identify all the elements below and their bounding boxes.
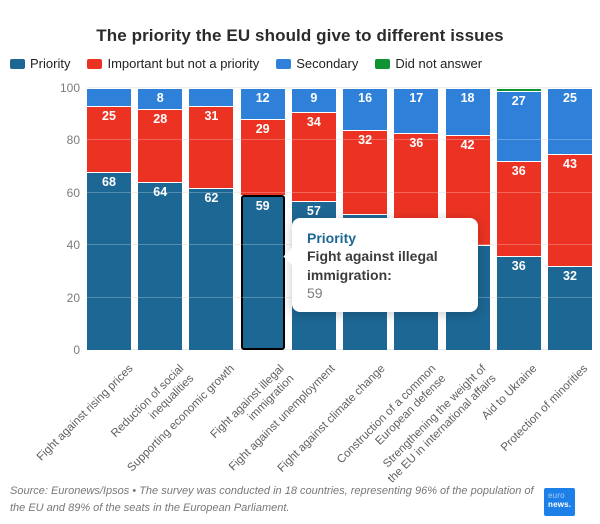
legend-swatch-icon [10, 58, 25, 69]
bar-segment[interactable]: 8 [138, 88, 183, 109]
bars-container: 6825642886231592912573495232163617421836… [87, 88, 592, 350]
bar-segment[interactable]: 43 [547, 153, 592, 267]
bar-segment[interactable]: 9 [291, 88, 336, 112]
bar-segment[interactable]: 36 [496, 255, 541, 350]
chart-title: The priority the EU should give to diffe… [96, 26, 504, 45]
y-axis-tick-label: 40 [66, 238, 80, 253]
segment-value-label: 9 [310, 91, 318, 106]
legend-item: Secondary [276, 56, 358, 71]
segment-value-label: 12 [255, 91, 270, 106]
tooltip-category: Fight against illegal immigration: [307, 248, 438, 283]
bar[interactable]: 62 31 [189, 88, 234, 350]
bar-segment[interactable]: 36 [394, 132, 439, 227]
bar-segment[interactable]: 62 [189, 187, 234, 350]
bar-segment[interactable]: 32 [343, 129, 388, 214]
y-axis: 0 20 40 60 80 100 [38, 81, 80, 357]
bar-segment[interactable]: 68 [87, 171, 131, 350]
bar[interactable]: 36 36 27 [496, 88, 541, 350]
bar-segment[interactable]: 12 [240, 88, 285, 120]
bar-segment[interactable]: 34 [291, 111, 336, 201]
bar-segment[interactable]: 16 [343, 88, 388, 130]
segment-value-label: 36 [511, 164, 526, 179]
legend-item: Did not answer [375, 56, 482, 71]
bar-segment[interactable]: 36 [496, 161, 541, 256]
bar[interactable]: 32 43 25 [547, 88, 592, 350]
gridline [87, 139, 592, 141]
legend-label: Priority [30, 56, 71, 71]
gridline [87, 191, 592, 193]
bar-segment[interactable]: 25 [87, 106, 131, 172]
legend-swatch-icon [87, 58, 103, 69]
segment-value-label: 18 [460, 91, 475, 106]
x-axis-labels: Fight against rising prices Reduction of … [35, 350, 592, 486]
bar[interactable]: 59 29 12 [240, 88, 285, 350]
bar[interactable]: 64 28 8 [138, 88, 183, 350]
euronews-logo-line2: news. [548, 499, 572, 509]
segment-value-label: 31 [204, 109, 219, 124]
segment-value-label: 27 [511, 93, 526, 108]
segment-value-label: 43 [563, 156, 577, 171]
legend-label: Important but not a priority [107, 56, 260, 71]
segment-value-label: 68 [102, 174, 116, 189]
segment-value-label: 32 [563, 269, 577, 284]
gridline [87, 87, 592, 88]
bar-segment[interactable] [87, 88, 131, 107]
bar-segment-highlighted[interactable]: 59 [240, 195, 285, 350]
gridline [87, 349, 592, 350]
segment-value-label: 64 [153, 185, 168, 200]
bar[interactable]: 68 25 [87, 88, 131, 350]
segment-value-label: 28 [153, 111, 168, 126]
tooltip-value: 59 [307, 285, 323, 302]
bar-segment[interactable]: 25 [547, 88, 592, 154]
segment-value-label: 42 [460, 138, 475, 153]
x-axis-label: Fight against rising prices [34, 362, 136, 464]
legend-label: Did not answer [395, 56, 483, 71]
y-axis-tick-label: 60 [66, 185, 80, 200]
bar-segment[interactable] [189, 88, 234, 107]
y-axis-tick-label: 20 [66, 290, 80, 305]
y-axis-tick-label: 80 [66, 133, 80, 148]
segment-value-label: 32 [358, 132, 373, 147]
segment-value-label: 16 [358, 91, 373, 106]
euronews-logo: euro news. [544, 488, 575, 516]
bar-segment[interactable]: 28 [138, 108, 183, 183]
segment-value-label: 17 [409, 91, 424, 106]
legend: Priority Important but not a priority Seco… [10, 56, 482, 71]
bar-segment[interactable]: 27 [496, 90, 541, 162]
bar-segment[interactable]: 18 [445, 88, 490, 136]
segment-value-label: 59 [255, 199, 270, 214]
bar-segment[interactable]: 64 [138, 182, 183, 350]
y-axis-tick-label: 100 [59, 81, 80, 95]
segment-value-label: 29 [255, 122, 270, 137]
bar-segment[interactable]: 29 [240, 119, 285, 196]
y-axis-tick-label: 0 [73, 343, 80, 357]
bar-segment[interactable]: 17 [394, 88, 439, 133]
tooltip: Priority Fight against illegal immigrati… [283, 218, 478, 312]
legend-item: Important but not a priority [87, 56, 259, 71]
x-axis-label: Protection of minorities [498, 362, 590, 454]
segment-value-label: 25 [563, 91, 577, 106]
segment-value-label: 25 [102, 109, 116, 124]
segment-value-label: 62 [204, 190, 219, 205]
tooltip-series-name: Priority [307, 230, 357, 246]
legend-swatch-icon [375, 58, 391, 69]
segment-value-label: 57 [306, 203, 321, 218]
euronews-logo-line1: euro [548, 491, 565, 500]
bar-segment[interactable]: 31 [189, 106, 234, 188]
segment-value-label: 8 [156, 91, 164, 106]
segment-value-label: 36 [511, 258, 526, 273]
legend-swatch-icon [276, 58, 292, 69]
legend-label: Secondary [296, 56, 359, 71]
bar-segment[interactable] [496, 88, 541, 91]
source-note: Source: Euronews/Ipsos • The survey was … [10, 485, 534, 514]
segment-value-label: 34 [306, 114, 321, 129]
segment-value-label: 36 [409, 135, 424, 150]
bar-segment[interactable]: 32 [547, 266, 592, 350]
legend-item: Priority [10, 56, 70, 71]
